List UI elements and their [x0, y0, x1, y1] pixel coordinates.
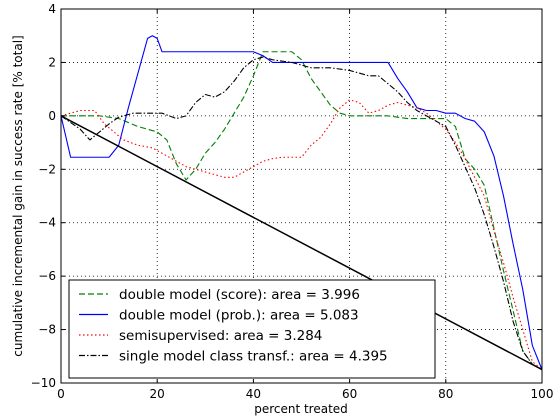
- x-tick-label: 0: [57, 387, 65, 401]
- y-tick-label: −6: [38, 269, 56, 283]
- y-tick-label: 0: [48, 109, 56, 123]
- series-group: [61, 35, 542, 371]
- series-line-1: [61, 35, 542, 370]
- legend-label: single model class transf.: area = 4.395: [119, 349, 388, 365]
- x-axis-label: percent treated: [254, 402, 348, 416]
- legend: double model (score): area = 3.996 double…: [68, 279, 436, 379]
- legend-label: double model (score): area = 3.996: [119, 287, 360, 303]
- x-tick-label: 80: [438, 387, 453, 401]
- baseline-line: [61, 115, 542, 371]
- y-tick-label: 4: [48, 2, 56, 16]
- x-tick-label: 100: [531, 387, 554, 401]
- y-tick-label: −4: [38, 216, 56, 230]
- legend-label: double model (prob.): area = 5.083: [119, 308, 359, 324]
- y-tick-label: 2: [48, 55, 56, 69]
- axis-ticks: 0 20 40 60 80 100 −10 −8 −6 −4 −2 0 2 4: [31, 2, 554, 401]
- y-axis-label: cumulative incremental gain in success r…: [11, 35, 25, 356]
- plot-frame: [60, 8, 543, 384]
- x-tick-label: 40: [246, 387, 261, 401]
- y-tick-label: −8: [38, 323, 56, 337]
- series-line-3: [61, 56, 542, 371]
- legend-box: [68, 279, 436, 379]
- x-tick-label: 20: [150, 387, 165, 401]
- legend-label: semisupervised: area = 3.284: [119, 328, 322, 344]
- y-tick-label: −10: [31, 376, 56, 390]
- series-line-0: [61, 51, 542, 371]
- x-tick-label: 60: [342, 387, 357, 401]
- series-line-2: [61, 99, 542, 371]
- y-tick-label: −2: [38, 162, 56, 176]
